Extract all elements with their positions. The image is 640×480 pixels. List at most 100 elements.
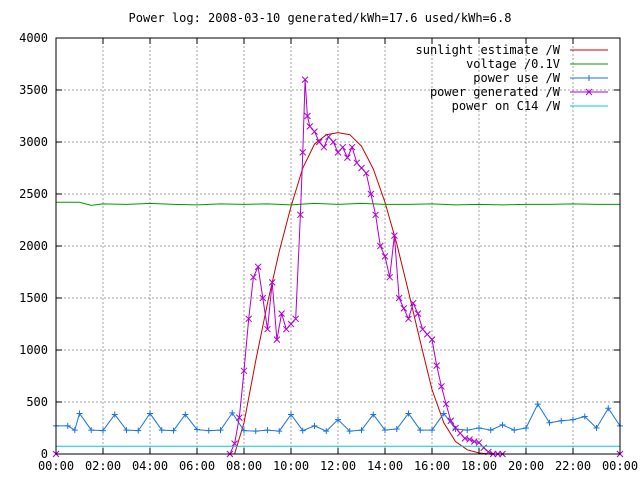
data-point xyxy=(240,367,248,375)
data-point xyxy=(231,440,238,447)
y-tick-label: 1000 xyxy=(19,343,48,357)
data-point xyxy=(259,294,267,302)
x-tick-label: 04:00 xyxy=(132,459,168,473)
data-point xyxy=(346,428,353,435)
data-point xyxy=(534,401,541,408)
data-point xyxy=(111,411,118,418)
data-point xyxy=(499,421,506,428)
x-tick-label: 06:00 xyxy=(179,459,215,473)
x-tick-label: 18:00 xyxy=(461,459,497,473)
data-point xyxy=(278,310,285,317)
data-point xyxy=(268,279,276,286)
data-point xyxy=(335,416,341,423)
data-point xyxy=(135,427,142,434)
data-point xyxy=(429,427,435,434)
x-tick-label: 08:00 xyxy=(226,459,262,473)
data-point xyxy=(523,425,529,431)
legend-label: power use /W xyxy=(473,71,560,85)
x-tick-label: 22:00 xyxy=(555,459,591,473)
series-2 xyxy=(53,401,623,435)
y-tick-label: 2500 xyxy=(19,187,48,201)
data-point xyxy=(487,427,494,434)
data-point xyxy=(299,149,307,156)
data-point xyxy=(241,427,247,434)
series-0 xyxy=(56,132,620,455)
data-point xyxy=(71,427,78,434)
data-point xyxy=(254,263,262,271)
data-point xyxy=(395,294,403,302)
data-point xyxy=(301,76,309,83)
data-point xyxy=(88,427,95,434)
data-point xyxy=(391,232,398,239)
data-point xyxy=(433,362,441,369)
data-point xyxy=(264,427,271,434)
data-point xyxy=(367,190,375,198)
y-tick-label: 500 xyxy=(26,395,48,409)
data-point xyxy=(511,427,518,434)
data-point xyxy=(276,428,283,435)
y-tick-label: 0 xyxy=(41,447,48,461)
data-point xyxy=(344,154,351,161)
legend-label: sunlight estimate /W xyxy=(416,43,561,57)
series-line xyxy=(56,201,620,206)
data-point xyxy=(546,419,553,426)
data-point xyxy=(304,112,311,120)
data-point xyxy=(170,427,177,434)
data-point xyxy=(558,417,565,424)
data-point xyxy=(348,143,356,151)
data-point xyxy=(252,428,259,435)
data-point xyxy=(362,169,370,177)
y-tick-label: 2000 xyxy=(19,239,48,253)
data-point xyxy=(358,427,365,434)
data-point xyxy=(440,410,447,417)
data-point xyxy=(570,416,576,423)
data-point xyxy=(452,426,459,433)
data-point xyxy=(581,413,588,420)
data-point xyxy=(585,88,593,96)
data-point xyxy=(442,400,450,408)
x-tick-label: 16:00 xyxy=(414,459,450,473)
data-point xyxy=(438,383,445,390)
data-point xyxy=(245,315,253,323)
data-point xyxy=(476,425,482,431)
data-point xyxy=(147,410,153,417)
data-point xyxy=(299,427,306,434)
series-line xyxy=(56,132,620,455)
data-point xyxy=(586,75,592,81)
data-point xyxy=(386,273,394,281)
data-point xyxy=(323,428,330,435)
data-point xyxy=(339,143,347,151)
data-point xyxy=(76,410,83,417)
data-point xyxy=(264,325,271,333)
series-3 xyxy=(52,76,624,458)
x-tick-label: 02:00 xyxy=(85,459,121,473)
data-point xyxy=(409,299,417,307)
x-tick-label: 14:00 xyxy=(367,459,403,473)
data-point xyxy=(382,427,388,434)
data-point xyxy=(593,425,600,431)
x-tick-label: 00:00 xyxy=(38,459,74,473)
data-point xyxy=(405,410,412,417)
y-tick-label: 3500 xyxy=(19,83,48,97)
y-tick-label: 3000 xyxy=(19,135,48,149)
data-point xyxy=(400,305,408,312)
y-tick-label: 4000 xyxy=(19,31,48,45)
legend-label: power on C14 /W xyxy=(452,99,561,113)
x-tick-label: 12:00 xyxy=(320,459,356,473)
data-point xyxy=(297,211,304,219)
data-point xyxy=(100,427,106,434)
legend-label: power generated /W xyxy=(430,85,561,99)
data-point xyxy=(417,427,424,434)
series-1 xyxy=(56,201,620,206)
data-point xyxy=(464,427,471,434)
chart-title: Power log: 2008-03-10 generated/kWh=17.6… xyxy=(129,11,512,25)
data-point xyxy=(393,426,400,433)
data-point xyxy=(428,336,436,343)
data-point xyxy=(205,427,212,434)
data-point xyxy=(182,411,189,418)
data-point xyxy=(414,310,422,317)
data-point xyxy=(381,253,389,260)
data-point xyxy=(447,417,455,425)
